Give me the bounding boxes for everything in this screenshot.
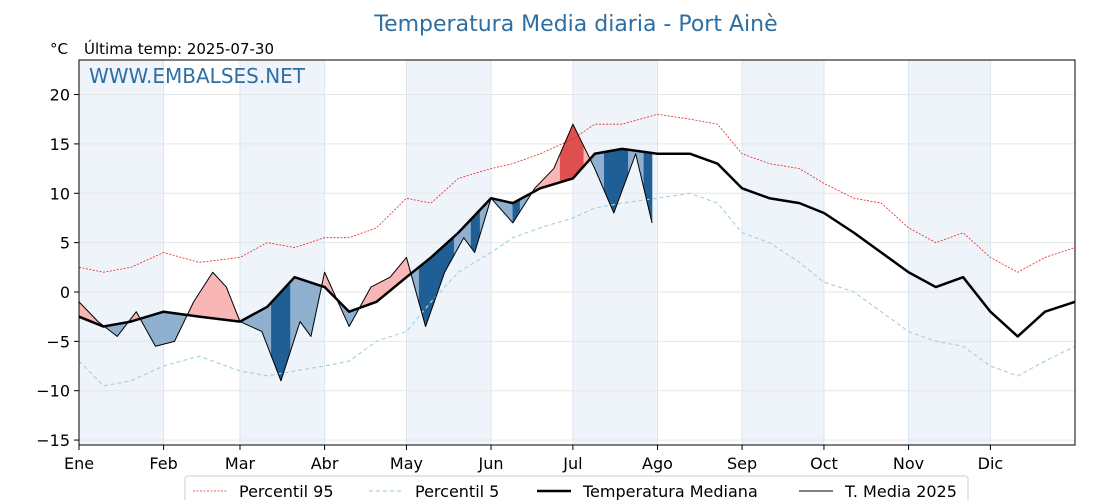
above-median-fill [219, 279, 223, 320]
month-band [742, 60, 824, 445]
below-median-fill [271, 298, 275, 365]
above-median-fill [209, 271, 213, 319]
below-median-fill [167, 312, 172, 344]
above-median-fill [214, 274, 218, 320]
month-band [239, 60, 325, 445]
anomaly-fills [78, 124, 653, 381]
legend-label: Temperatura Mediana [582, 482, 758, 500]
below-median-fill [472, 214, 475, 254]
y-tick-label: −10 [36, 382, 70, 401]
median-line [78, 147, 1076, 338]
y-axis: 20 15 10 5 0 −5 −10 −15 [36, 86, 79, 450]
month-band [572, 60, 658, 445]
below-median-fill [283, 284, 288, 372]
x-tick-label: May [390, 454, 423, 473]
last-temp-label: Última temp: 2025-07-30 [84, 39, 274, 58]
x-tick-label: Abr [311, 454, 339, 473]
above-median-fill [202, 281, 207, 318]
chart-title: Temperatura Media diaria - Port Ainè [373, 12, 777, 37]
x-tick-label: Jul [562, 454, 582, 473]
x-tick-label: Nov [893, 454, 924, 473]
above-median-fill [373, 283, 378, 304]
grid-lines [78, 60, 1075, 445]
above-median-fill [223, 283, 227, 321]
below-median-fill [280, 287, 285, 381]
below-median-fill [468, 218, 472, 249]
above-median-fill [212, 271, 216, 319]
above-median-fill [217, 276, 220, 320]
unit-label: °C [50, 40, 68, 58]
month-bands [79, 60, 991, 445]
below-median-fill [303, 279, 306, 330]
below-median-fill [305, 280, 308, 333]
x-tick-label: Jun [478, 454, 504, 473]
x-tick-label: Dic [978, 454, 1004, 473]
series-lines [78, 113, 1076, 387]
below-median-fill [299, 278, 303, 325]
x-tick-label: Mar [225, 454, 256, 473]
below-median-fill [257, 309, 263, 332]
below-median-fill [155, 312, 159, 347]
below-median-fill [164, 311, 169, 345]
y-tick-label: −5 [46, 332, 70, 351]
watermark: WWW.EMBALSES.NET [89, 64, 306, 88]
below-median-fill [290, 277, 294, 352]
legend-label: Percentil 5 [415, 482, 499, 500]
below-median-fill [274, 294, 278, 373]
above-median-fill [206, 276, 210, 319]
legend-label: T. Media 2025 [844, 482, 957, 500]
below-median-fill [287, 280, 291, 362]
above-median-fill [370, 284, 375, 305]
x-tick-label: Ene [64, 454, 94, 473]
x-tick-label: Oct [810, 454, 838, 473]
y-tick-label: 20 [50, 86, 70, 105]
below-median-fill [470, 216, 474, 251]
x-tick-label: Sep [727, 454, 757, 473]
p95-line [78, 113, 1076, 273]
y-tick-label: 0 [60, 283, 70, 302]
above-median-fill [221, 281, 225, 320]
below-median-fill [610, 150, 615, 214]
y-tick-label: −15 [36, 431, 70, 450]
below-median-fill [425, 258, 429, 327]
below-median-fill [277, 291, 282, 381]
x-tick-label: Feb [149, 454, 177, 473]
below-median-fill [301, 279, 304, 328]
legend-label: Percentil 95 [239, 482, 334, 500]
x-axis: Ene Feb Mar Abr May Jun Jul Ago Sep Oct Nov Dic [64, 445, 1003, 473]
month-band [79, 60, 164, 445]
y-tick-label: 15 [50, 135, 70, 154]
x-tick-label: Ago [642, 454, 673, 473]
below-median-fill [307, 281, 310, 335]
below-median-fill [158, 311, 163, 346]
above-median-fill [569, 124, 574, 180]
month-band [908, 60, 991, 445]
legend-box [184, 475, 969, 500]
y-tick-label: 5 [60, 234, 70, 253]
below-median-fill [161, 311, 166, 345]
below-median-fill [308, 281, 312, 338]
below-median-fill [171, 312, 175, 343]
above-median-fill [572, 124, 577, 180]
y-tick-label: 10 [50, 184, 70, 203]
below-median-fill [607, 150, 611, 206]
legend: Percentil 95 Percentil 5 Temperatura Media… [184, 475, 969, 500]
below-median-fill [467, 220, 470, 246]
actual-2025-line [78, 123, 653, 382]
plot-frame [78, 59, 1076, 446]
